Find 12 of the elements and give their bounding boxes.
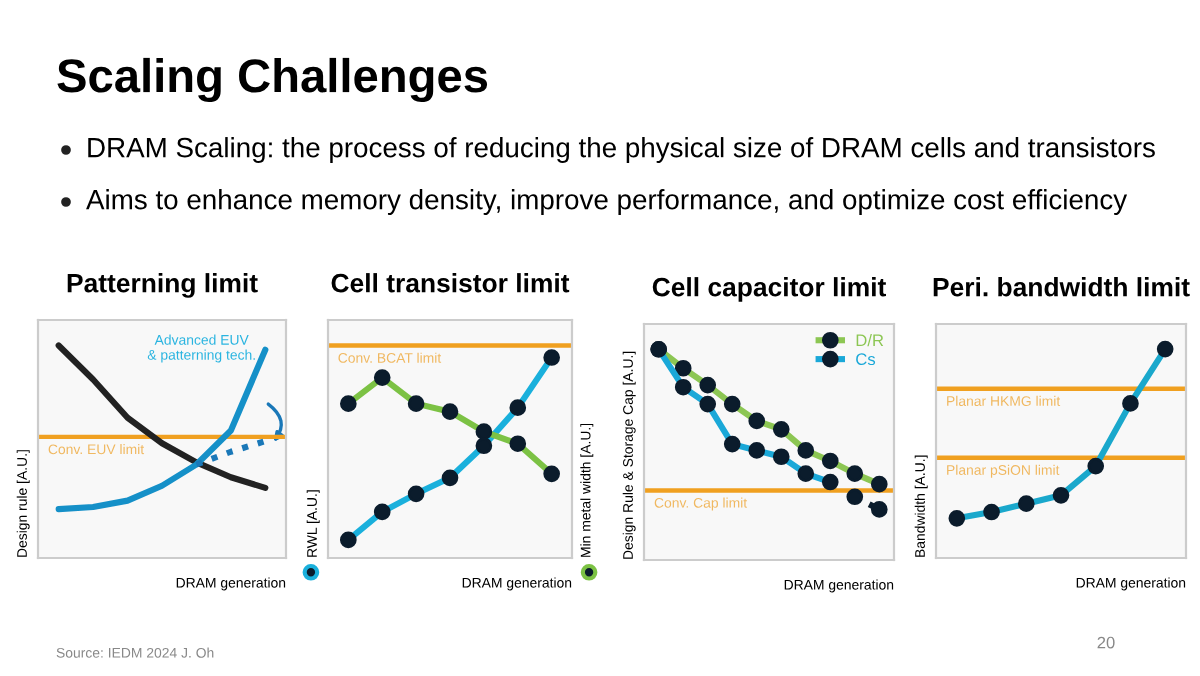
text: Aims to enhance memory density, improve performance, and optimize cost efficiency bbox=[86, 189, 1128, 215]
text: DRAM Scaling: the process of reducing the physical size of DRAM cells and transistors bbox=[88, 137, 1155, 163]
legend-label: D/R bbox=[856, 334, 884, 347]
chart-title: Peri. bandwidth limit bbox=[933, 277, 1190, 297]
point bbox=[846, 488, 864, 506]
chart-title: Cell transistor limit bbox=[331, 273, 570, 293]
text: 20 bbox=[1097, 636, 1115, 649]
point bbox=[870, 501, 888, 518]
text: Scaling Challenges bbox=[57, 57, 488, 103]
chart-title: Cell capacitor limit bbox=[652, 277, 886, 302]
legend-label: Cs bbox=[856, 353, 876, 366]
chart-title: Patterning limit bbox=[67, 273, 258, 298]
